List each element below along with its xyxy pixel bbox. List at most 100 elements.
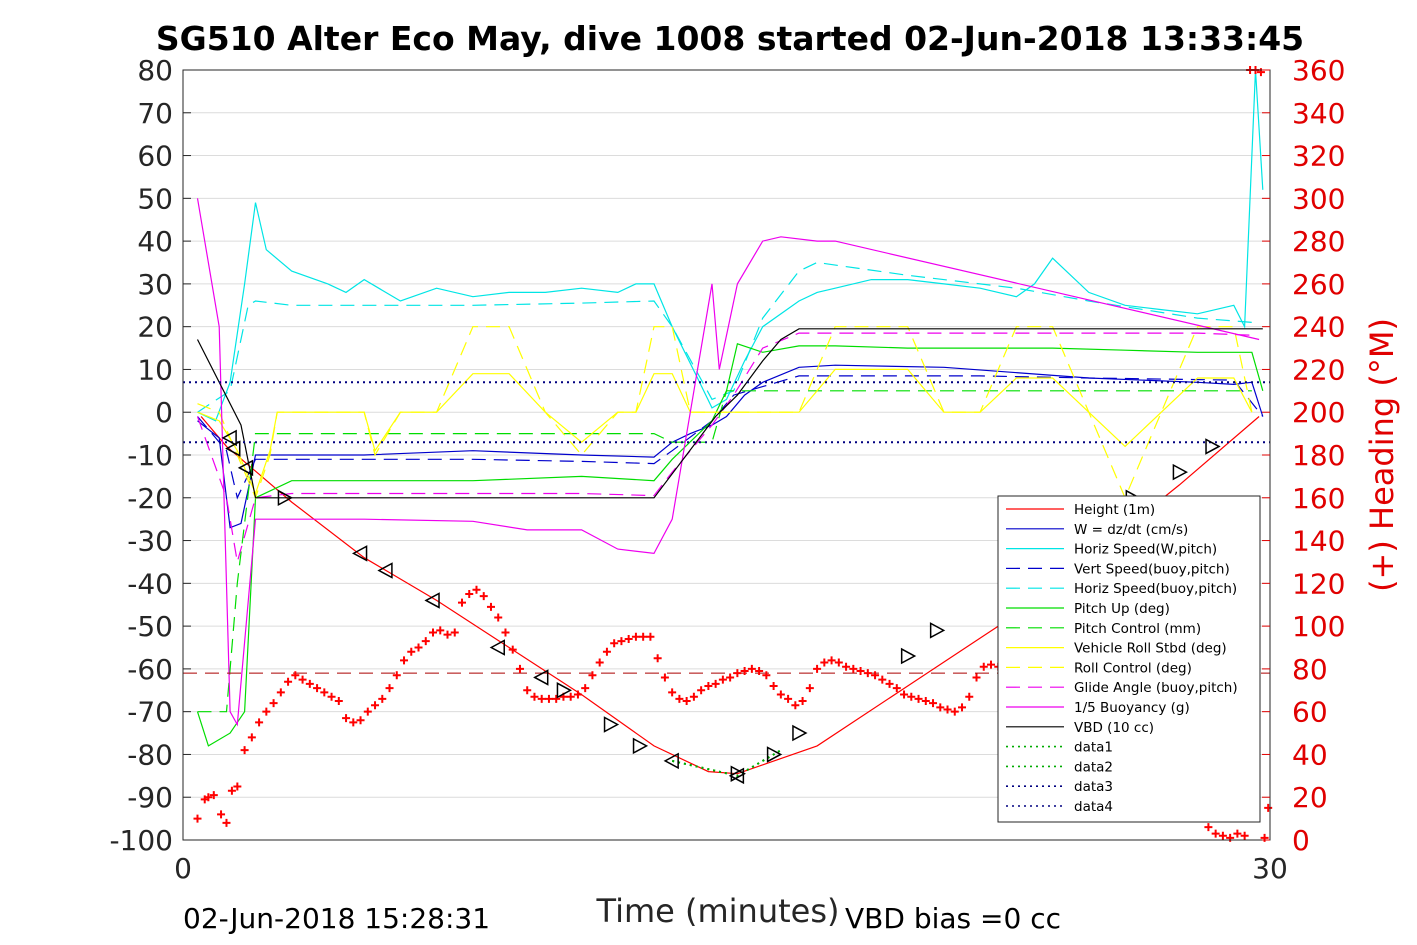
heading-point bbox=[1204, 823, 1213, 832]
heading-point bbox=[653, 654, 662, 663]
heading-point bbox=[718, 675, 727, 684]
climb-marker-triangle bbox=[277, 489, 294, 507]
dive-marker-triangle bbox=[489, 639, 505, 656]
legend-label: Pitch Control (mm) bbox=[1074, 621, 1201, 637]
heading-point bbox=[334, 696, 343, 705]
legend-label: data4 bbox=[1074, 799, 1113, 815]
y-left-tick-label: 80 bbox=[137, 54, 173, 87]
heading-point bbox=[769, 682, 778, 690]
heading-point bbox=[222, 818, 231, 827]
y-left-tick-label: -60 bbox=[127, 653, 173, 686]
heading-point bbox=[871, 671, 880, 680]
series-line-1-5-buoyancy-g bbox=[196, 198, 1260, 727]
heading-point bbox=[907, 692, 916, 701]
heading-point bbox=[588, 671, 597, 680]
heading-point bbox=[791, 701, 800, 710]
heading-point bbox=[566, 692, 575, 701]
heading-point bbox=[209, 791, 218, 800]
heading-point bbox=[979, 662, 988, 671]
series-line-vert-speed-buoy-pitch bbox=[197, 375, 1264, 500]
heading-point bbox=[747, 664, 756, 673]
y-right-tick-label: 140 bbox=[1292, 525, 1345, 558]
heading-point bbox=[950, 707, 959, 716]
series-line-roll-control-deg bbox=[197, 326, 1253, 500]
legend-label: data1 bbox=[1074, 740, 1113, 756]
heading-point bbox=[262, 707, 271, 716]
dive-marker-triangle bbox=[663, 752, 679, 770]
heading-point bbox=[436, 626, 445, 635]
y-left-tick-label: -10 bbox=[127, 439, 173, 472]
y-left-tick-label: 0 bbox=[155, 396, 173, 429]
y-left-tick-label: 70 bbox=[137, 97, 173, 130]
heading-point bbox=[784, 694, 793, 703]
heading-point bbox=[798, 696, 807, 705]
legend-label: Horiz Speed(buoy,pitch) bbox=[1074, 581, 1237, 597]
dive-marker-triangle bbox=[424, 592, 440, 609]
y-right-tick-label: 220 bbox=[1292, 353, 1345, 386]
heading-point bbox=[349, 718, 358, 727]
heading-point bbox=[552, 694, 561, 703]
climb-marker-triangle bbox=[792, 724, 808, 742]
dive-marker-triangle bbox=[221, 429, 237, 447]
series-line-vbd-10-cc bbox=[196, 328, 1263, 499]
heading-point bbox=[733, 669, 742, 678]
heading-point bbox=[617, 637, 626, 646]
heading-point bbox=[371, 701, 380, 710]
heading-point bbox=[508, 645, 517, 654]
heading-point bbox=[465, 590, 474, 599]
series-line-horiz-speed-w-pitch bbox=[197, 69, 1264, 422]
heading-point bbox=[697, 686, 706, 695]
chart-title: SG510 Alter Eco May, dive 1008 started 0… bbox=[156, 19, 1304, 58]
climb-marker-triangle bbox=[603, 716, 620, 733]
y-left-tick-label: 60 bbox=[137, 140, 173, 173]
heading-point bbox=[385, 684, 394, 693]
heading-point bbox=[501, 628, 510, 637]
heading-point bbox=[1240, 831, 1249, 840]
legend-label: 1/5 Buoyancy (g) bbox=[1074, 700, 1190, 716]
heading-point bbox=[342, 714, 351, 723]
heading-point bbox=[472, 585, 481, 594]
heading-point bbox=[1260, 833, 1269, 842]
heading-point bbox=[675, 694, 684, 703]
heading-point bbox=[885, 679, 894, 688]
heading-point bbox=[965, 692, 974, 701]
y-left-tick-label: -70 bbox=[127, 696, 173, 729]
y-right-tick-label: 160 bbox=[1292, 482, 1345, 515]
dive-marker-triangle bbox=[351, 545, 368, 562]
y-left-tick-label: 10 bbox=[137, 353, 173, 386]
y-left-tick-label: 30 bbox=[137, 268, 173, 301]
heading-point bbox=[820, 658, 829, 667]
heading-point bbox=[958, 703, 967, 712]
heading-point bbox=[356, 716, 365, 725]
legend-box bbox=[997, 495, 1261, 823]
heading-point bbox=[544, 694, 553, 703]
legend-label: Vert Speed(buoy,pitch) bbox=[1074, 561, 1230, 577]
heading-point bbox=[878, 675, 887, 684]
y-right-tick-label: 340 bbox=[1292, 97, 1345, 130]
heading-point bbox=[313, 684, 322, 693]
series-line-vehicle-roll-stbd-deg bbox=[197, 368, 1253, 496]
heading-point bbox=[1218, 831, 1227, 840]
legend: Height (1m) W = dz/dt (cm/s) Horiz Speed(W… bbox=[997, 495, 1261, 823]
heading-point bbox=[682, 696, 691, 705]
dive-marker-triangle bbox=[533, 669, 549, 686]
dive-marker-triangle bbox=[225, 440, 241, 457]
heading-point bbox=[305, 679, 314, 688]
marker-layer bbox=[221, 429, 1221, 785]
heading-point bbox=[486, 602, 495, 611]
heading-point bbox=[443, 630, 452, 639]
heading-point bbox=[972, 673, 981, 682]
heading-point bbox=[494, 613, 503, 622]
y-right-tick-label: 100 bbox=[1292, 610, 1345, 643]
heading-point bbox=[631, 632, 640, 641]
heading-point bbox=[595, 658, 604, 667]
heading-point bbox=[240, 746, 249, 755]
y-axis-right: 3603403203002802602402202001801601401201… bbox=[1262, 54, 1345, 857]
heading-point bbox=[537, 694, 546, 703]
heading-point bbox=[298, 675, 307, 684]
y-right-tick-label: 240 bbox=[1292, 311, 1345, 344]
heading-point bbox=[193, 814, 202, 823]
legend-label: Height (1m) bbox=[1074, 502, 1155, 518]
heading-point bbox=[523, 686, 532, 695]
climb-marker-triangle bbox=[730, 765, 746, 782]
